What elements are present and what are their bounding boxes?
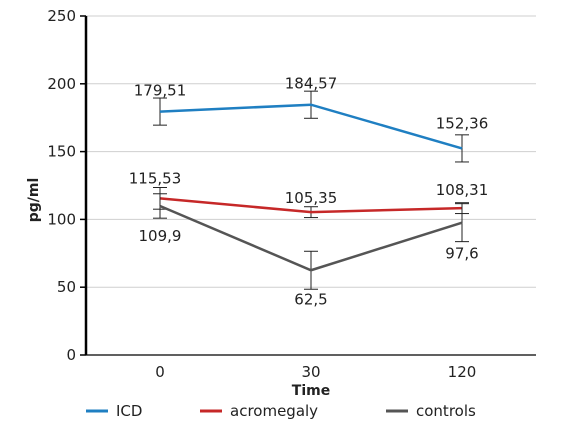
series-line-acromegaly	[159, 197, 463, 214]
legend-label-acromegaly: acromegaly	[230, 402, 318, 420]
data-label-controls-30: 62,5	[294, 290, 327, 308]
y-tick-label-0: 0	[66, 346, 76, 364]
y-axis-ticks: 0 50 100 150 200 250	[47, 7, 86, 364]
data-label-ICD-120: 152,36	[436, 114, 489, 132]
x-tick-label-30: 30	[301, 363, 320, 381]
gridlines	[86, 15, 536, 288]
x-tick-label-0: 0	[155, 363, 165, 381]
series-line-controls	[159, 204, 463, 272]
data-label-controls-0: 109,9	[139, 227, 182, 245]
x-axis-ticks: 0 30 120	[155, 363, 476, 381]
series-line-ICD	[159, 103, 463, 150]
legend-item-acromegaly: acromegaly	[200, 402, 318, 420]
legend-label-controls: controls	[416, 402, 476, 420]
series-group	[153, 90, 469, 290]
error-bar-controls-120	[455, 203, 469, 243]
legend-item-controls: controls	[386, 402, 476, 420]
legend-item-ICD: ICD	[86, 402, 142, 420]
x-tick-label-120: 120	[448, 363, 477, 381]
y-axis-title: pg/ml	[26, 178, 42, 223]
data-label-acromegaly-30: 105,35	[285, 189, 338, 207]
x-axis-title: Time	[292, 383, 330, 399]
legend-label-ICD: ICD	[116, 402, 142, 420]
data-labels: 179,51 184,57 152,36 115,53 105,35 108,31 109,…	[129, 75, 489, 309]
axes	[84, 16, 536, 356]
data-label-ICD-30: 184,57	[285, 75, 338, 93]
y-tick-label-200: 200	[47, 75, 76, 93]
y-tick-label-100: 100	[47, 210, 76, 228]
data-label-controls-120: 97,6	[445, 245, 478, 263]
y-tick-label-150: 150	[47, 143, 76, 161]
data-label-acromegaly-0: 115,53	[129, 169, 182, 187]
y-tick-label-50: 50	[57, 278, 76, 296]
series-ICD	[153, 90, 469, 163]
series-acromegaly	[153, 186, 469, 219]
series-controls	[153, 193, 469, 290]
legend: ICD acromegaly controls	[86, 402, 476, 420]
data-label-ICD-0: 179,51	[134, 82, 187, 100]
y-tick-label-250: 250	[47, 7, 76, 25]
data-label-acromegaly-120: 108,31	[436, 181, 489, 199]
